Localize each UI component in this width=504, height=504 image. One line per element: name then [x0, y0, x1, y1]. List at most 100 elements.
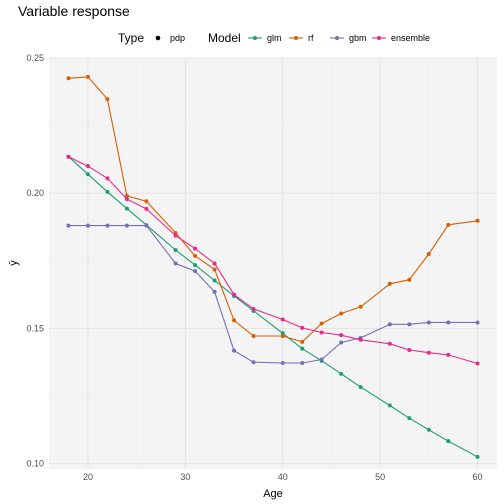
legend-key-point-ensemble [377, 36, 381, 40]
legend-type-title: Type [118, 31, 144, 45]
series-ensemble [66, 154, 480, 366]
data-point-gbm [387, 322, 392, 327]
data-point-rf [426, 252, 431, 257]
data-point-gbm [446, 320, 451, 325]
data-point-rf [105, 97, 110, 102]
data-point-rf [232, 318, 237, 323]
series-line-glm [68, 156, 478, 458]
data-point-rf [144, 199, 149, 204]
data-point-ensemble [105, 176, 110, 181]
data-point-rf [387, 281, 392, 286]
data-point-ensemble [475, 361, 480, 366]
data-point-ensemble [300, 325, 305, 330]
x-axis: 20 30 40 50 60 [83, 472, 483, 482]
data-point-glm [105, 189, 110, 194]
data-point-glm [173, 247, 178, 252]
series-gbm [66, 223, 480, 366]
x-tick-label: 50 [375, 472, 385, 482]
data-point-ensemble [66, 154, 71, 159]
x-tick-label: 40 [278, 472, 288, 482]
legend-type-entry: pdp [170, 33, 185, 43]
data-point-ensemble [426, 350, 431, 355]
data-point-rf [251, 333, 256, 338]
data-point-ensemble [280, 317, 285, 322]
legend-key-point-gbm [335, 36, 339, 40]
data-point-ensemble [446, 352, 451, 357]
data-point-gbm [407, 322, 412, 327]
data-point-ensemble [251, 306, 256, 311]
data-point-glm [193, 263, 198, 268]
data-point-ensemble [339, 333, 344, 338]
data-point-rf [280, 333, 285, 338]
data-point-gbm [173, 261, 178, 266]
y-tick-label: 0.25 [26, 53, 44, 63]
legend-model-title: Model [208, 31, 241, 45]
data-point-glm [407, 416, 412, 421]
data-point-ensemble [319, 330, 324, 335]
data-point-gbm [124, 223, 129, 228]
legend: Type pdp Model glm rf gbm ensemble [118, 31, 430, 45]
data-point-ensemble [387, 341, 392, 346]
data-point-rf [407, 277, 412, 282]
data-point-glm [85, 172, 90, 177]
y-tick-label: 0.10 [26, 459, 44, 469]
data-point-gbm [232, 348, 237, 353]
data-point-rf [475, 218, 480, 223]
y-tick-label: 0.15 [26, 323, 44, 333]
x-tick-label: 60 [473, 472, 483, 482]
legend-label-rf: rf [308, 33, 314, 43]
data-point-gbm [280, 361, 285, 366]
data-point-gbm [105, 223, 110, 228]
x-tick-label: 20 [83, 472, 93, 482]
data-point-rf [446, 222, 451, 227]
data-point-rf [212, 267, 217, 272]
data-point-ensemble [144, 206, 149, 211]
series-layer [66, 74, 480, 459]
grid [49, 57, 497, 469]
legend-label-gbm: gbm [349, 33, 367, 43]
plot-panel [49, 58, 497, 469]
data-point-gbm [212, 289, 217, 294]
data-point-glm [475, 454, 480, 459]
data-point-gbm [300, 361, 305, 366]
data-point-glm [358, 385, 363, 390]
data-point-gbm [426, 320, 431, 325]
legend-label-glm: glm [267, 33, 282, 43]
data-point-rf [319, 321, 324, 326]
data-point-ensemble [193, 246, 198, 251]
data-point-ensemble [407, 348, 412, 353]
data-point-rf [339, 311, 344, 316]
series-line-rf [68, 76, 478, 343]
data-point-gbm [339, 340, 344, 345]
data-point-glm [124, 206, 129, 211]
data-point-gbm [251, 360, 256, 365]
data-point-rf [66, 76, 71, 81]
y-tick-label: 0.20 [26, 188, 44, 198]
data-point-gbm [66, 223, 71, 228]
data-point-gbm [193, 269, 198, 274]
series-line-gbm [68, 225, 478, 364]
x-axis-title: Age [263, 488, 283, 500]
data-point-rf [124, 193, 129, 198]
data-point-glm [446, 439, 451, 444]
data-point-rf [193, 253, 198, 258]
legend-key-point-rf [294, 36, 298, 40]
legend-key-point-glm [253, 36, 257, 40]
chart-title: Variable response [18, 3, 130, 19]
data-point-glm [339, 371, 344, 376]
legend-label-ensemble: ensemble [391, 33, 430, 43]
y-axis: 0.10 0.15 0.20 0.25 [26, 53, 44, 469]
data-point-ensemble [232, 292, 237, 297]
series-line-ensemble [68, 156, 478, 365]
data-point-gbm [475, 320, 480, 325]
x-tick-label: 30 [180, 472, 190, 482]
legend-models: glm rf gbm ensemble [248, 33, 430, 43]
data-point-ensemble [358, 337, 363, 342]
data-point-glm [387, 403, 392, 408]
series-rf [66, 74, 480, 344]
data-point-rf [300, 339, 305, 344]
data-point-glm [300, 346, 305, 351]
data-point-gbm [144, 223, 149, 228]
data-point-ensemble [212, 261, 217, 266]
